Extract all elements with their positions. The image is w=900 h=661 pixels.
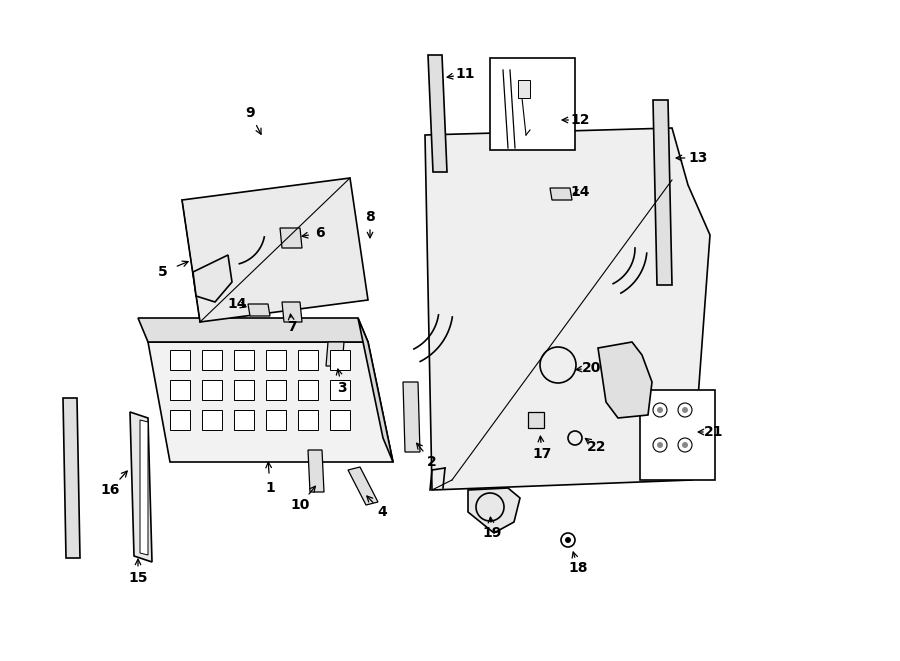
Polygon shape <box>63 398 80 558</box>
Polygon shape <box>234 350 254 370</box>
Text: 22: 22 <box>587 440 607 454</box>
Text: 14: 14 <box>571 185 590 199</box>
Text: 5: 5 <box>158 265 168 279</box>
Polygon shape <box>202 350 222 370</box>
Circle shape <box>682 442 688 448</box>
Text: 19: 19 <box>482 526 501 540</box>
Bar <box>490 58 575 150</box>
Polygon shape <box>266 350 286 370</box>
Polygon shape <box>282 302 302 322</box>
Polygon shape <box>266 410 286 430</box>
Polygon shape <box>280 228 302 248</box>
Polygon shape <box>330 350 350 370</box>
Text: 11: 11 <box>455 67 475 81</box>
Bar <box>528 412 544 428</box>
Text: 6: 6 <box>315 226 325 240</box>
Circle shape <box>657 442 663 448</box>
Polygon shape <box>202 410 222 430</box>
Polygon shape <box>182 178 368 322</box>
Polygon shape <box>348 467 378 505</box>
Text: 9: 9 <box>245 106 255 120</box>
Text: 3: 3 <box>338 381 346 395</box>
Polygon shape <box>140 420 148 555</box>
Circle shape <box>682 407 688 413</box>
Text: 20: 20 <box>582 361 602 375</box>
Polygon shape <box>308 450 324 492</box>
Polygon shape <box>330 380 350 400</box>
Text: 12: 12 <box>571 113 590 127</box>
Polygon shape <box>298 410 318 430</box>
Polygon shape <box>330 410 350 430</box>
Circle shape <box>657 407 663 413</box>
Polygon shape <box>403 382 420 452</box>
Polygon shape <box>170 380 190 400</box>
Text: 2: 2 <box>428 455 436 469</box>
Polygon shape <box>298 380 318 400</box>
Bar <box>640 390 715 480</box>
Text: 10: 10 <box>291 498 310 512</box>
Polygon shape <box>130 412 152 562</box>
Polygon shape <box>598 342 652 418</box>
Text: 17: 17 <box>532 447 552 461</box>
Text: 1: 1 <box>266 481 274 495</box>
Polygon shape <box>326 342 344 366</box>
Circle shape <box>565 537 571 543</box>
Polygon shape <box>653 100 672 285</box>
Text: 15: 15 <box>128 571 148 585</box>
Polygon shape <box>298 350 318 370</box>
Text: 7: 7 <box>287 320 297 334</box>
Polygon shape <box>170 350 190 370</box>
Polygon shape <box>266 380 286 400</box>
Polygon shape <box>202 380 222 400</box>
Polygon shape <box>428 55 447 172</box>
Polygon shape <box>425 128 710 490</box>
Text: 14: 14 <box>227 297 247 311</box>
Polygon shape <box>170 410 190 430</box>
Text: 18: 18 <box>568 561 588 575</box>
Text: 4: 4 <box>377 505 387 519</box>
Polygon shape <box>138 318 368 342</box>
Polygon shape <box>234 380 254 400</box>
Text: 16: 16 <box>100 483 120 497</box>
Polygon shape <box>358 318 393 462</box>
Polygon shape <box>148 342 393 462</box>
Text: 8: 8 <box>365 210 375 224</box>
Polygon shape <box>234 410 254 430</box>
Text: 21: 21 <box>704 425 724 439</box>
Polygon shape <box>518 80 530 98</box>
Text: 13: 13 <box>688 151 707 165</box>
Polygon shape <box>550 188 572 200</box>
Polygon shape <box>468 488 520 533</box>
Polygon shape <box>248 304 270 316</box>
Polygon shape <box>193 255 232 302</box>
